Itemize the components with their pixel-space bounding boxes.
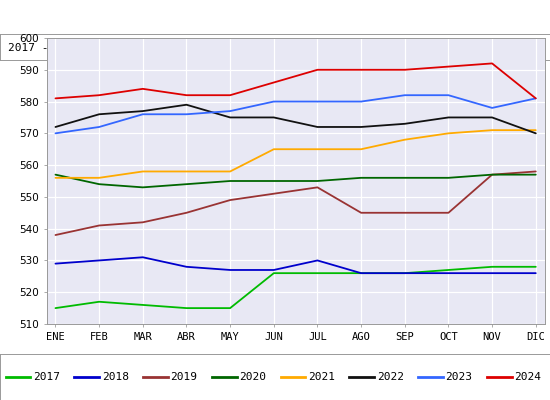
Text: 2023: 2023 [446,372,472,382]
Text: Evolucion num de emigrantes en Úbeda: Evolucion num de emigrantes en Úbeda [108,6,442,28]
Text: 2021: 2021 [308,372,335,382]
Text: 2022: 2022 [377,372,404,382]
Text: 2017: 2017 [33,372,60,382]
Text: http://www.foro-ciudad.com: http://www.foro-ciudad.com [366,43,542,53]
Text: 2024: 2024 [514,372,541,382]
Text: 2018: 2018 [102,372,129,382]
Text: 2017 - 2024: 2017 - 2024 [8,43,82,53]
Text: 2020: 2020 [239,372,266,382]
Text: 2019: 2019 [170,372,197,382]
